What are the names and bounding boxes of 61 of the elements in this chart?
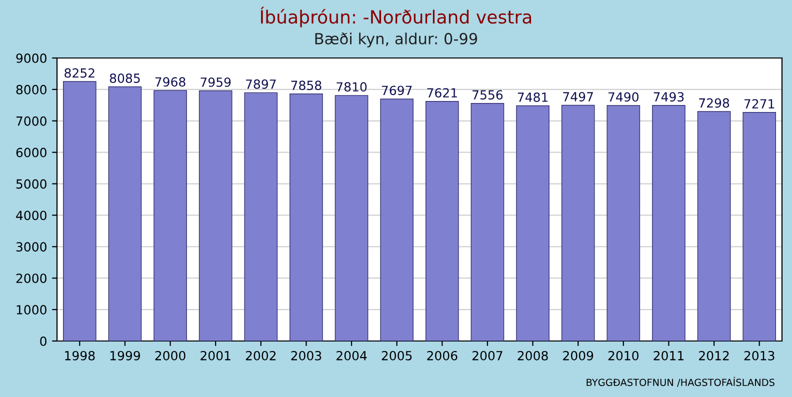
x-tick-label: 2011 <box>654 350 684 360</box>
data-label: 7968 <box>155 77 186 87</box>
x-tick-label: 2010 <box>608 350 638 360</box>
data-label: 7481 <box>518 92 548 102</box>
x-tick-label: 2003 <box>291 350 322 360</box>
x-tick-label: 1998 <box>65 350 95 360</box>
bar <box>108 86 142 341</box>
data-label: 7497 <box>563 92 593 102</box>
bar <box>742 112 776 341</box>
x-tick-label: 2002 <box>246 350 276 360</box>
y-tick-label: 2000 <box>16 274 46 284</box>
bar <box>380 98 414 341</box>
data-label: 7271 <box>744 99 774 108</box>
data-label: 7621 <box>427 88 457 98</box>
data-label: 7959 <box>200 77 231 87</box>
x-tick-label: 2009 <box>563 350 594 360</box>
bar <box>470 103 504 341</box>
x-tick-label: 2001 <box>200 350 230 360</box>
bar <box>425 101 459 341</box>
text: BYGGÐASTOFNUN /HAGSTOFAÍSLANDS <box>586 376 774 387</box>
bar <box>290 94 323 341</box>
bar <box>561 104 595 341</box>
y-tick-label: 5000 <box>16 179 46 189</box>
data-label: 7810 <box>336 82 367 92</box>
bar <box>606 105 640 341</box>
y-tick-label: 1000 <box>16 305 46 314</box>
data-label: 7697 <box>382 86 412 96</box>
y-tick-label: 6000 <box>16 148 46 158</box>
bar <box>198 90 232 341</box>
x-tick-label: 2005 <box>382 350 412 360</box>
bar <box>334 95 368 341</box>
data-label: 8085 <box>110 74 140 83</box>
data-label: 7298 <box>699 98 730 108</box>
data-label: 7858 <box>291 80 322 90</box>
x-tick-label: 2012 <box>699 350 729 360</box>
x-tick-label: 1999 <box>110 350 140 360</box>
x-tick-label: 2013 <box>744 350 774 360</box>
y-tick-label: 9000 <box>16 53 46 63</box>
bar <box>516 105 550 341</box>
bar <box>697 111 731 341</box>
data-label: 7897 <box>246 79 276 89</box>
y-tick-label: 4000 <box>16 210 46 220</box>
x-tick-label: 2000 <box>155 350 186 360</box>
data-label: 8252 <box>64 68 94 78</box>
x-tick-label: 2004 <box>336 350 367 360</box>
chart-title: Íbúaþróun: -Norðurland vestra <box>260 6 532 28</box>
y-tick-label: 0 <box>40 336 46 346</box>
x-tick-label: 2007 <box>472 350 502 360</box>
bar <box>154 90 187 341</box>
y-tick-label: 7000 <box>16 116 46 126</box>
data-label: 7493 <box>654 92 684 102</box>
x-tick-label: 2008 <box>518 350 548 360</box>
chart-subtitle: Bæði kyn, aldur: 0-99 <box>315 32 478 48</box>
y-tick-label: 3000 <box>16 242 46 252</box>
bar <box>652 105 686 341</box>
bar <box>62 81 96 341</box>
data-label: 7556 <box>472 90 503 100</box>
bar <box>244 92 278 341</box>
x-tick-label: 2006 <box>427 350 458 360</box>
y-tick-label: 8000 <box>16 84 46 94</box>
data-label: 7490 <box>608 92 638 102</box>
